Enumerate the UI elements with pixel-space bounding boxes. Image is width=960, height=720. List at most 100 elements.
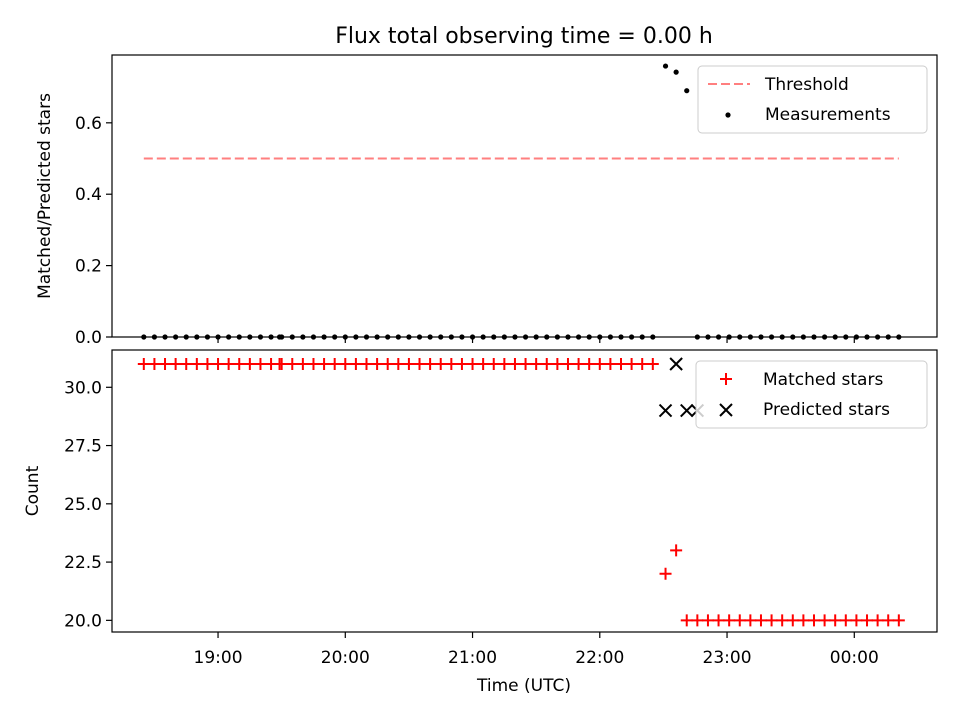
matched-star-point: [180, 357, 193, 370]
matched-star-point: [754, 614, 767, 627]
measurement-point: [779, 334, 785, 340]
xtick-label: 23:00: [703, 648, 752, 668]
predicted-legend-label: Predicted stars: [763, 400, 890, 420]
ytick-label: 25.0: [64, 495, 102, 515]
measurement-point: [162, 334, 168, 340]
measurement-point: [821, 334, 828, 340]
predicted-legend-swatch: [719, 403, 733, 417]
ytick-label: 0.2: [75, 257, 102, 277]
matched-star-point: [614, 357, 627, 370]
matched-star-point: [670, 544, 683, 557]
matched-star-point: [434, 357, 447, 370]
matched-star-point: [349, 357, 362, 370]
measurement-point: [236, 334, 242, 340]
matched-star-point: [680, 614, 693, 627]
measurement-point: [141, 334, 147, 340]
measurement-point: [363, 334, 370, 340]
matched-star-point: [455, 357, 468, 370]
measurement-point: [586, 334, 592, 340]
measurement-point: [395, 334, 401, 340]
measurement-point: [790, 334, 796, 340]
star-count-xticks: 19:00 20:00 21:00 22:00 23:00 00:00: [194, 632, 879, 668]
measurement-point: [353, 334, 359, 340]
matched-star-point: [797, 614, 810, 627]
matched-star-point: [424, 357, 437, 370]
measurement-point: [705, 334, 711, 340]
matched-star-point: [561, 357, 574, 370]
matched-star-point: [307, 357, 320, 370]
matched-star-point: [159, 357, 172, 370]
matched-star-point: [691, 614, 704, 627]
matched-star-point: [212, 357, 225, 370]
measurement-point: [662, 63, 669, 69]
matched-star-point: [286, 357, 299, 370]
matched-star-point: [233, 357, 246, 370]
matched-star-point: [530, 357, 543, 370]
measurement-point: [522, 334, 529, 340]
star-count-ylabel: Count: [23, 465, 43, 516]
measurement-point: [629, 334, 635, 340]
flux-ratio-legend: Threshold Measurements: [697, 65, 928, 134]
matched-star-point: [339, 357, 352, 370]
star-count-axes: Count 20.0 22.5 25.0 27.5 30.0 19:00 20:00 21:…: [23, 349, 938, 668]
matched-star-point: [371, 357, 384, 370]
matched-star-point: [169, 357, 182, 370]
ytick-label: 0.6: [75, 114, 102, 134]
matched-star-point: [201, 357, 214, 370]
measurement-point: [533, 334, 539, 340]
matched-star-point: [477, 357, 490, 370]
matched-star-point: [765, 614, 778, 627]
matched-star-point: [712, 614, 725, 627]
predicted-star-point: [669, 357, 683, 371]
measurement-point: [268, 334, 274, 340]
matched-star-point: [402, 357, 415, 370]
flux-ratio-yticks: 0.0 0.2 0.4 0.6: [75, 114, 112, 348]
measurement-point: [737, 334, 743, 340]
matched-star-point: [328, 357, 341, 370]
measurement-point: [459, 334, 465, 340]
measurement-point: [247, 334, 253, 340]
matched-star-point: [487, 357, 500, 370]
measurement-point: [758, 334, 764, 340]
measurement-point: [768, 334, 775, 340]
measurement-point: [427, 334, 433, 340]
star-count-legend: Matched stars Predicted stars: [695, 360, 928, 429]
measurement-point: [565, 334, 571, 340]
measurement-point: [385, 334, 391, 340]
matched-star-point: [318, 357, 331, 370]
ytick-label: 0.0: [75, 328, 102, 348]
matched-star-point: [243, 357, 256, 370]
measurement-point: [300, 334, 306, 340]
measurement-point: [843, 334, 849, 340]
matched-star-point: [646, 357, 659, 370]
measurement-point: [726, 334, 732, 340]
measurement-point: [832, 334, 838, 340]
measurement-point: [544, 334, 550, 340]
measurement-point: [864, 334, 870, 340]
measurement-point: [491, 334, 497, 340]
matched-star-point: [829, 614, 842, 627]
flux-ratio-axes: Matched/Predicted stars 0.0 0.2 0.4 0.6 Thr…: [35, 54, 938, 348]
measurement-point: [480, 334, 486, 340]
matched-star-point: [519, 357, 532, 370]
measurement-point: [406, 334, 412, 340]
matched-star-point: [190, 357, 203, 370]
measurement-point: [469, 334, 476, 340]
measurement-point: [151, 334, 158, 340]
flux-ratio-legend-box: [697, 65, 928, 134]
measurement-point: [885, 334, 891, 340]
measurement-point: [875, 334, 881, 340]
matched-star-point: [296, 357, 309, 370]
matched-star-point: [892, 614, 905, 627]
measurement-point: [332, 334, 338, 340]
measurement-point: [321, 334, 327, 340]
matched-star-point: [148, 357, 161, 370]
matched-star-point: [254, 357, 267, 370]
matched-star-point: [275, 357, 288, 370]
matched-star-point: [850, 614, 863, 627]
measurements-legend-label: Measurements: [765, 105, 891, 125]
measurement-point: [554, 334, 560, 340]
measurement-point: [575, 334, 582, 340]
matched-star-point: [744, 614, 757, 627]
